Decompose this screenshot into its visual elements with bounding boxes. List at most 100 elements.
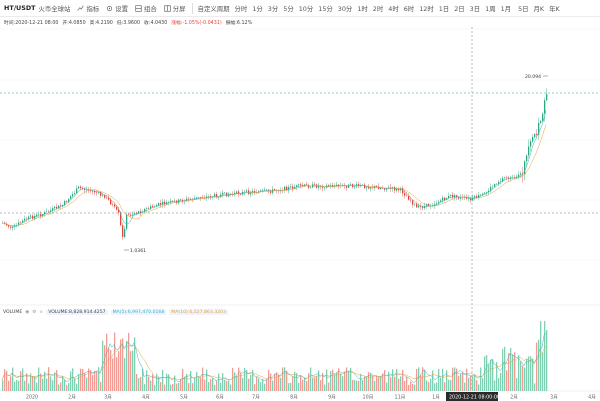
volume-bar [274, 373, 276, 391]
candle [266, 189, 268, 191]
period-5min[interactable]: 5分 [283, 4, 294, 13]
candle [176, 200, 178, 204]
volume-bar [132, 350, 134, 391]
candle [140, 211, 142, 213]
volume-bar [394, 376, 396, 391]
candle [406, 195, 408, 197]
volume-bar [60, 382, 62, 391]
candle [458, 197, 460, 199]
candle [234, 192, 236, 195]
info-low: 低:3.9600 [116, 20, 141, 26]
candle [296, 185, 298, 188]
volume-bar [316, 375, 318, 391]
candle [196, 197, 198, 199]
volume-indicator-label[interactable]: VOLUME [3, 309, 23, 315]
period-3min[interactable]: 3分 [267, 4, 279, 13]
volume-bar [496, 362, 498, 391]
volume-bar [66, 384, 68, 391]
volume-bar [124, 358, 126, 391]
candle [188, 198, 190, 200]
period-1w[interactable]: 1周 [485, 4, 496, 13]
candle [476, 196, 478, 199]
period-2d[interactable]: 2日 [454, 4, 465, 13]
candle [30, 215, 32, 217]
candle [306, 184, 308, 186]
volume-bar [104, 345, 106, 391]
close-icon[interactable]: × [39, 309, 44, 315]
candle [36, 214, 38, 217]
volume-bar [102, 340, 104, 391]
candle [490, 186, 492, 191]
period-12h[interactable]: 12时 [419, 4, 434, 13]
candle [448, 195, 450, 199]
period-2h[interactable]: 2时 [372, 4, 384, 13]
volume-bar [156, 373, 158, 391]
candle [410, 199, 412, 201]
volume-bar [424, 369, 426, 391]
volume-bar [418, 367, 420, 391]
period-year-k[interactable]: 年K [549, 4, 560, 13]
compose-button[interactable]: 组合 [135, 4, 157, 13]
volume-bar [482, 378, 484, 391]
period-6h[interactable]: 6时 [403, 4, 415, 13]
candle [422, 206, 424, 209]
volume-bar [448, 379, 450, 391]
volume-bar [330, 371, 332, 391]
candle [452, 194, 454, 198]
period-1mo[interactable]: 1月 [500, 4, 512, 13]
volume-bar [374, 380, 376, 391]
volume-bar [110, 349, 112, 391]
candle [164, 201, 166, 205]
info-amplitude: 振幅:6.12% [225, 20, 253, 26]
candle [224, 192, 226, 194]
candle [518, 174, 520, 177]
candle [122, 225, 124, 237]
volume-bar [170, 384, 172, 391]
candle [160, 203, 162, 205]
custom-period-button[interactable]: 自定义周期 [197, 4, 230, 13]
volume-bar [392, 369, 394, 391]
x-axis-label: 2月 [510, 395, 518, 401]
period-timeline[interactable]: 分时 [234, 4, 248, 13]
volume-bar [462, 371, 464, 391]
period-3d[interactable]: 3日 [469, 4, 481, 13]
eye-icon[interactable]: ◉ [25, 309, 30, 315]
period-30min[interactable]: 30分 [337, 4, 353, 13]
split-screen-button[interactable]: 分屏 [164, 4, 186, 13]
candle [520, 173, 522, 175]
volume-bar [38, 367, 40, 391]
candle [72, 194, 74, 197]
volume-bar [200, 377, 202, 391]
period-15min[interactable]: 15分 [318, 4, 333, 13]
split-screen-label: 分屏 [172, 4, 186, 13]
period-4h[interactable]: 4时 [388, 4, 399, 13]
period-1d[interactable]: 1日 [438, 4, 450, 13]
volume-bar [518, 355, 520, 391]
period-5d[interactable]: 5日 [518, 4, 529, 13]
pair-title[interactable]: HT/USDT [4, 4, 36, 12]
volume-bar [280, 377, 282, 391]
period-1h[interactable]: 1时 [357, 4, 368, 13]
period-month-k[interactable]: 月K [533, 4, 545, 13]
volume-bar [432, 370, 434, 391]
volume-bar [114, 332, 116, 391]
candle [208, 196, 210, 197]
period-10min[interactable]: 10分 [298, 4, 314, 13]
volume-bar [502, 349, 504, 391]
candle [350, 184, 352, 185]
volume-bar [386, 382, 388, 391]
candle [158, 203, 160, 206]
volume-bar [514, 352, 516, 391]
volume-bar [108, 348, 110, 391]
volume-bar [332, 369, 334, 391]
settings-button[interactable]: 设置 [106, 4, 128, 13]
candle [338, 184, 340, 187]
candle [348, 184, 350, 188]
indicators-button[interactable]: 指标 [77, 4, 99, 13]
settings-small-icon[interactable]: ⚙ [32, 309, 37, 315]
period-1min[interactable]: 1分 [252, 4, 263, 13]
x-axis-label: 4月 [142, 395, 150, 401]
volume-bar [348, 370, 350, 391]
indicator-icon [77, 5, 85, 11]
